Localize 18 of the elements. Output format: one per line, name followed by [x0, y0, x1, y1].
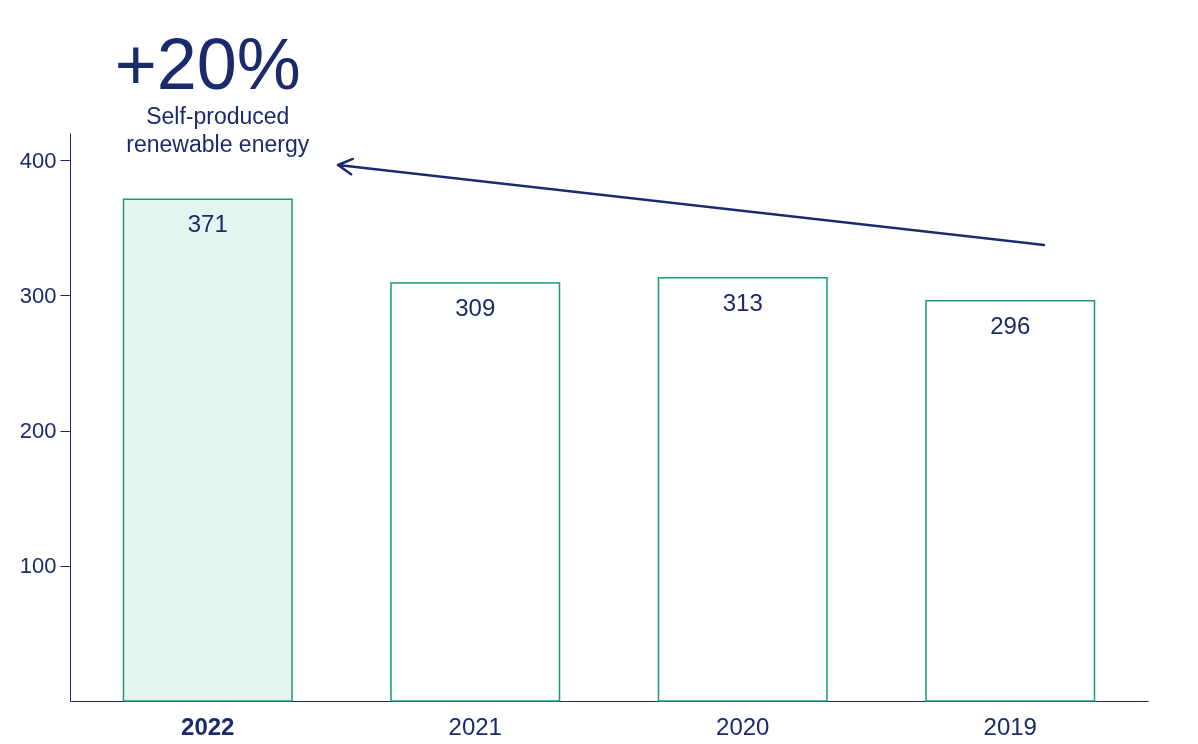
- data-label: 371: [187, 210, 228, 238]
- data-label: 296: [990, 311, 1031, 339]
- data-label: 309: [455, 294, 496, 322]
- y-tick-label: 400: [19, 147, 57, 173]
- y-tick-label: 300: [19, 282, 57, 308]
- bar: [925, 299, 1096, 702]
- bar: [657, 276, 828, 702]
- bar: [122, 198, 293, 702]
- data-label: 313: [722, 288, 763, 316]
- x-tick-label: 2022: [181, 712, 235, 740]
- annotation: Self-produced renewable energy: [126, 103, 310, 157]
- x-tick-label: 2019: [983, 712, 1037, 740]
- bar: [390, 282, 561, 702]
- x-tick-label: 2020: [716, 712, 770, 740]
- text: +20%: [114, 24, 301, 104]
- x-tick-label: 2021: [448, 712, 502, 740]
- y-tick-label: 100: [19, 553, 57, 579]
- y-tick-label: 200: [19, 418, 57, 444]
